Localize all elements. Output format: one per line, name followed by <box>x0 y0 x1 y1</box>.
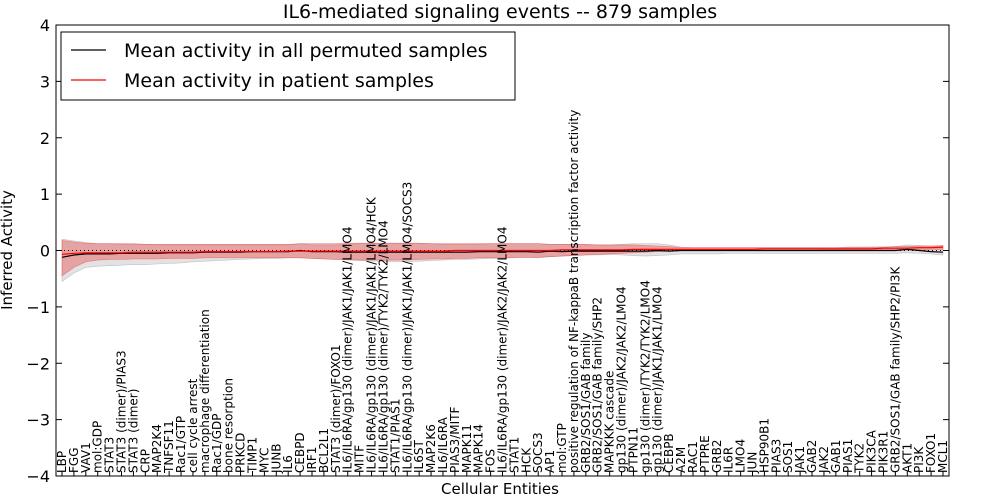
y-tick-label: −3 <box>26 411 50 430</box>
x-entity-label: macrophage differentiation <box>198 309 212 473</box>
x-entity-label: gp130 (dimer)/JAK1/JAK1/LMO4 <box>650 286 664 473</box>
x-entity-label: CEBPB <box>662 433 676 473</box>
x-entity-label: PIK3R1 <box>877 431 891 473</box>
x-entity-label: IL6/IL6RA <box>436 416 450 473</box>
y-tick-label: 1 <box>40 185 50 204</box>
series-lines <box>56 246 949 258</box>
x-entity-label: STAT3 (dimer)/PIAS3 <box>115 350 129 473</box>
x-entity-label: GRB2/SOS1/GAB family <box>579 333 593 474</box>
x-entity-label: PTPN11 <box>627 427 641 473</box>
x-entity-label: gp130 (dimer)/TYK2/TYK2/LMO4 <box>638 280 652 473</box>
x-entity-label: IL6/IL6RA/gp130 (dimer)/JAK1/JAK1/LMO4/S… <box>400 182 414 473</box>
x-entity-label: A2M <box>674 447 688 473</box>
x-entity-label: CEBPD <box>293 432 307 473</box>
x-entity-label: MCL1 <box>936 440 950 473</box>
legend-label-permuted: Mean activity in all permuted samples <box>124 40 487 62</box>
x-entity-label: TIMP1 <box>246 437 260 474</box>
x-entity-label: PRKCD <box>234 433 248 473</box>
x-entity-label: RAC1 <box>686 441 700 473</box>
x-entity-label: PI3K <box>912 446 926 473</box>
x-entity-label: SOCS3 <box>531 432 545 473</box>
x-entity-label: PIAS3/MITF <box>448 406 462 473</box>
x-entity-label: IL6/IL6RA/gp130 (dimer)/TYK2/TYK2/LMO4 <box>376 220 390 473</box>
x-entity-label: STAT3 (dimer)/FOXO1 <box>329 344 343 473</box>
x-entity-label: CRP <box>138 449 152 473</box>
x-entity-label: BCL2L1 <box>317 428 331 473</box>
x-entity-label: GRB2 <box>710 439 724 473</box>
x-entity-label: MYC <box>257 448 271 473</box>
x-entity-label: FGG <box>67 448 81 474</box>
x-entity-label: STAT3 (dimer) <box>126 389 140 473</box>
x-axis-title: Cellular Entities <box>441 480 559 498</box>
x-entity-label: FOXO1 <box>924 433 938 473</box>
x-entity-label: Rac1/GTP <box>174 416 188 473</box>
x-entity-label: STAT1/PIAS1 <box>388 398 402 473</box>
x-entity-label: bone resorption <box>222 378 236 473</box>
x-entity-label: FOS <box>484 449 498 473</box>
x-entity-label: IRF1 <box>305 447 319 473</box>
x-entity-label: positive regulation of NF-kappaB transcr… <box>567 110 581 473</box>
y-axis-title: Inferred Activity <box>0 190 16 310</box>
x-entity-label: cell cycle arrest <box>186 378 200 473</box>
x-entity-label: MAP2K6 <box>424 424 438 473</box>
x-entity-label: GRB2/SOS1/GAB family/SHP2/PI3K <box>888 265 902 473</box>
x-entity-label: MAPK14 <box>472 424 486 473</box>
x-entity-label: LBP <box>55 451 69 473</box>
x-entity-label: IL6/IL6RA/gp130 (dimer)/JAK1/JAK1/LMO4/H… <box>365 196 379 473</box>
x-entity-label: IL6 <box>281 455 295 473</box>
x-entity-label: IL6R <box>722 447 736 473</box>
x-entity-label: TNFSF11 <box>162 420 176 474</box>
legend-box <box>60 31 516 101</box>
x-entity-label: IL6/IL6RA/gp130 (dimer)/JAK2/JAK2/LMO4 <box>496 227 510 473</box>
chart-title: IL6-mediated signaling events -- 879 sam… <box>283 1 717 23</box>
x-entity-label: GAB2 <box>805 440 819 473</box>
y-tick-label: −1 <box>26 298 50 317</box>
y-tick-label: 2 <box>40 129 50 148</box>
x-entity-label: Rac1/GDP <box>210 414 224 473</box>
x-entity-label: PIK3CA <box>865 429 879 473</box>
x-entity-label: TYK2 <box>853 443 867 474</box>
x-entity-label: PIAS3 <box>769 439 783 473</box>
x-entity-label: PIAS1 <box>841 439 855 473</box>
legend-label-patient: Mean activity in patient samples <box>124 70 434 92</box>
y-tick-label: 3 <box>40 72 50 91</box>
x-entity-label: SOS1 <box>781 441 795 473</box>
y-tick-label: 4 <box>40 16 50 35</box>
y-tick-label: −2 <box>26 354 50 373</box>
x-entity-label: GAB1 <box>829 440 843 473</box>
x-entity-label: PTPRE <box>698 435 712 473</box>
y-tick-label: 0 <box>40 242 50 261</box>
x-entity-label: HSP90B1 <box>757 418 771 473</box>
x-entity-label: IL6/IL6RA/gp130 (dimer)/JAK1/JAK1/LMO4 <box>341 227 355 473</box>
x-entity-label: mol:GDP <box>91 421 105 473</box>
x-entity-label: MAPK11 <box>460 424 474 473</box>
x-entity-label: MAPKKK cascade <box>603 371 617 473</box>
x-entity-label: MITF <box>353 445 367 473</box>
legend: Mean activity in all permuted samples Me… <box>60 31 516 101</box>
x-entity-label: GRB2/SOS1/GAB family/SHP2 <box>591 297 605 473</box>
x-entity-label: JUN <box>746 452 760 474</box>
x-entity-label: LMO4 <box>734 439 748 473</box>
x-entity-label: gp130 (dimer)/JAK2/JAK2/LMO4 <box>615 286 629 473</box>
x-entity-label: VAV1 <box>79 442 93 473</box>
x-entity-label: AKT1 <box>900 443 914 473</box>
x-entity-label: STAT3 <box>103 437 117 473</box>
line-patient-mean <box>61 246 944 255</box>
x-entity-label: MAP2K4 <box>150 424 164 473</box>
x-entity-label: STAT1 <box>507 437 521 473</box>
y-axis-ticks: −4 −3 −2 −1 0 1 2 3 4 <box>26 16 949 486</box>
y-tick-label: −4 <box>26 467 50 486</box>
x-entity-label: HCK <box>519 447 533 473</box>
x-entity-label: AP1 <box>543 450 557 473</box>
x-entity-label: JUNB <box>269 443 283 474</box>
x-entity-label: mol:GTP <box>555 423 569 473</box>
x-entity-label: JAK2 <box>817 446 831 474</box>
x-entity-label: IL6ST <box>412 440 426 473</box>
x-entity-label: JAK1 <box>793 446 807 474</box>
